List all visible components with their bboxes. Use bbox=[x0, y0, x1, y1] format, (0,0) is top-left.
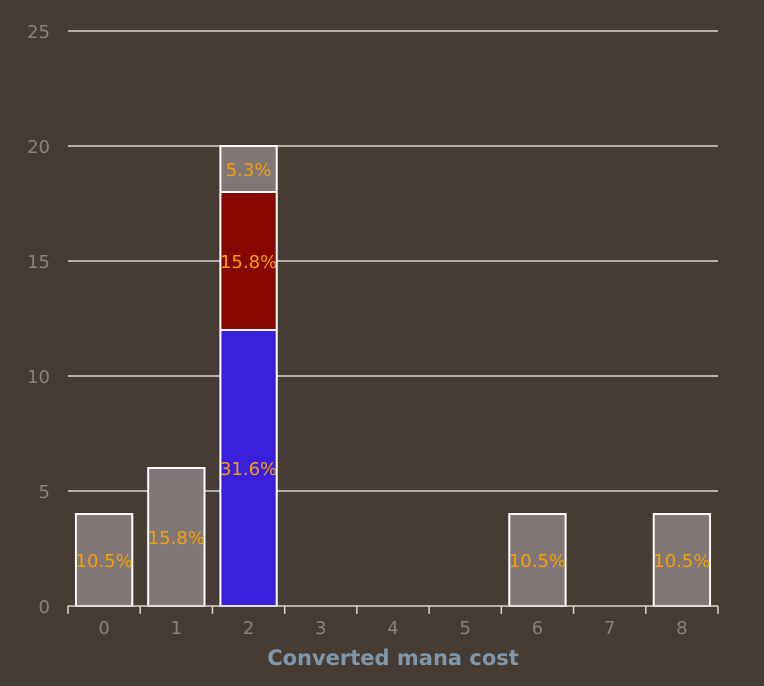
x-tick-label: 0 bbox=[98, 618, 109, 639]
y-axis-ticks: 0 5 10 15 20 25 bbox=[27, 22, 50, 618]
x-tick-label: 5 bbox=[459, 618, 470, 639]
x-axis bbox=[67, 605, 719, 614]
data-label: 15.8% bbox=[220, 252, 277, 273]
y-tick-label: 15 bbox=[27, 252, 50, 273]
bar-segment bbox=[74, 513, 134, 607]
y-tick-label: 25 bbox=[27, 22, 50, 43]
x-tick-label: 3 bbox=[315, 618, 326, 639]
bar-segment bbox=[219, 145, 278, 193]
x-axis-title: Converted mana cost bbox=[267, 646, 519, 670]
y-tick-label: 5 bbox=[39, 482, 50, 503]
data-label: 10.5% bbox=[509, 551, 566, 572]
bar-segment bbox=[508, 513, 567, 607]
x-tick-label: 7 bbox=[604, 618, 615, 639]
bars bbox=[74, 145, 712, 607]
x-tick-label: 4 bbox=[387, 618, 398, 639]
x-tick-label: 6 bbox=[532, 618, 543, 639]
y-tick-label: 0 bbox=[39, 597, 50, 618]
x-axis-ticks: 0 1 2 3 4 5 6 7 8 bbox=[98, 618, 687, 639]
data-label: 10.5% bbox=[76, 551, 133, 572]
bar-segment bbox=[652, 513, 712, 607]
data-label: 31.6% bbox=[220, 459, 277, 480]
data-label: 10.5% bbox=[653, 551, 710, 572]
y-tick-label: 20 bbox=[27, 137, 50, 158]
y-tick-label: 10 bbox=[27, 367, 50, 388]
x-tick-label: 8 bbox=[676, 618, 687, 639]
x-tick-label: 1 bbox=[171, 618, 182, 639]
gridlines bbox=[68, 30, 718, 492]
data-label: 5.3% bbox=[226, 160, 272, 181]
data-labels: 10.5% 15.8% 31.6% 15.8% 5.3% 10.5% 10.5% bbox=[76, 160, 711, 572]
x-tick-label: 2 bbox=[243, 618, 254, 639]
data-label: 15.8% bbox=[148, 528, 205, 549]
